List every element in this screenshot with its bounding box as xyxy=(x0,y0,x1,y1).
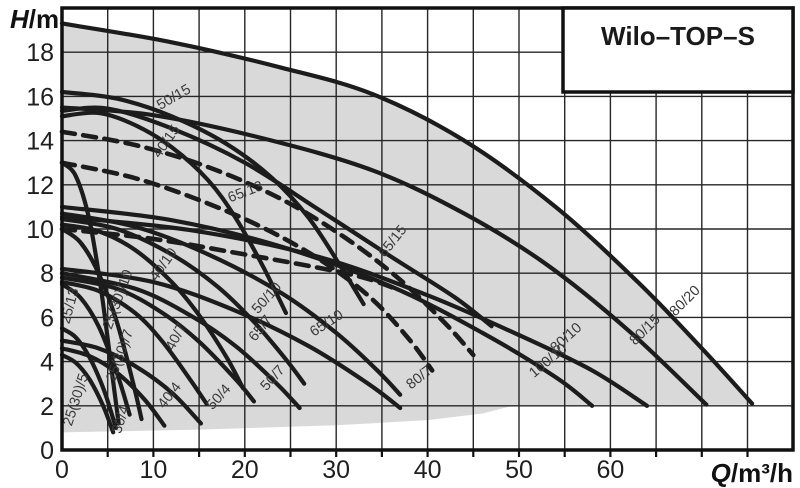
curve-25-13 xyxy=(59,160,121,426)
y-axis-title: H/m xyxy=(10,4,59,34)
curve-25-30-7 xyxy=(59,282,132,417)
x-tick-label: 30 xyxy=(322,456,350,484)
y-tick-label: 2 xyxy=(40,393,54,421)
operating-field xyxy=(62,23,753,433)
y-tick-label: 16 xyxy=(26,83,54,111)
title-box: Wilo–TOP–S xyxy=(561,6,795,94)
x-tick-label: 50 xyxy=(505,456,533,484)
curve-50-4 xyxy=(59,338,204,426)
y-tick-label: 18 xyxy=(26,39,54,67)
axis-ticks-layer: 0 2 4 6 8 10 12 14 16 18 0 10 20 30 40 50 60 xyxy=(26,39,749,484)
curve-unlabeled-dashed-1 xyxy=(59,160,435,373)
operating-field-layer xyxy=(62,23,753,433)
y-tick-label: 14 xyxy=(26,128,54,156)
x-axis-symbol: Q xyxy=(711,458,731,488)
curves-layer xyxy=(59,21,755,435)
y-tick-label: 6 xyxy=(40,304,54,332)
x-axis-unit: /m³/h xyxy=(731,458,793,488)
x-tick-label: 0 xyxy=(55,456,69,484)
x-tick-label: 10 xyxy=(139,456,167,484)
x-tick-label: 40 xyxy=(414,456,442,484)
title-box-frame xyxy=(561,6,795,94)
y-tick-label: 12 xyxy=(26,172,54,200)
y-axis-unit: /m xyxy=(29,4,59,34)
curve-40-4 xyxy=(59,346,167,428)
y-axis-symbol: H xyxy=(10,4,30,34)
curve-50-10 xyxy=(59,216,307,386)
curve-65-7 xyxy=(59,271,302,411)
curve-unlabeled-dashed-2 xyxy=(59,226,398,291)
y-tick-label: 10 xyxy=(26,216,54,244)
x-axis-title: Q/m³/h xyxy=(711,458,793,488)
y-tick-label: 8 xyxy=(40,260,54,288)
curve-65-10 xyxy=(59,211,403,397)
curve-label-80-20: 80/20 xyxy=(667,283,704,320)
curve-80-20 xyxy=(59,21,755,406)
chart-title: Wilo–TOP–S xyxy=(601,21,755,51)
curve-80-7 xyxy=(59,266,403,411)
curve-30-4 xyxy=(59,352,116,435)
curve-50-7 xyxy=(59,275,257,404)
curve-40-10 xyxy=(59,222,246,391)
curve-65-15 xyxy=(59,105,494,329)
x-tick-label: 60 xyxy=(596,456,624,484)
curve-40-7 xyxy=(59,279,209,406)
y-tick-label: 0 xyxy=(40,437,54,465)
x-tick-label: 20 xyxy=(231,456,259,484)
y-tick-label: 4 xyxy=(40,349,54,377)
curve-65-13 xyxy=(59,129,476,358)
